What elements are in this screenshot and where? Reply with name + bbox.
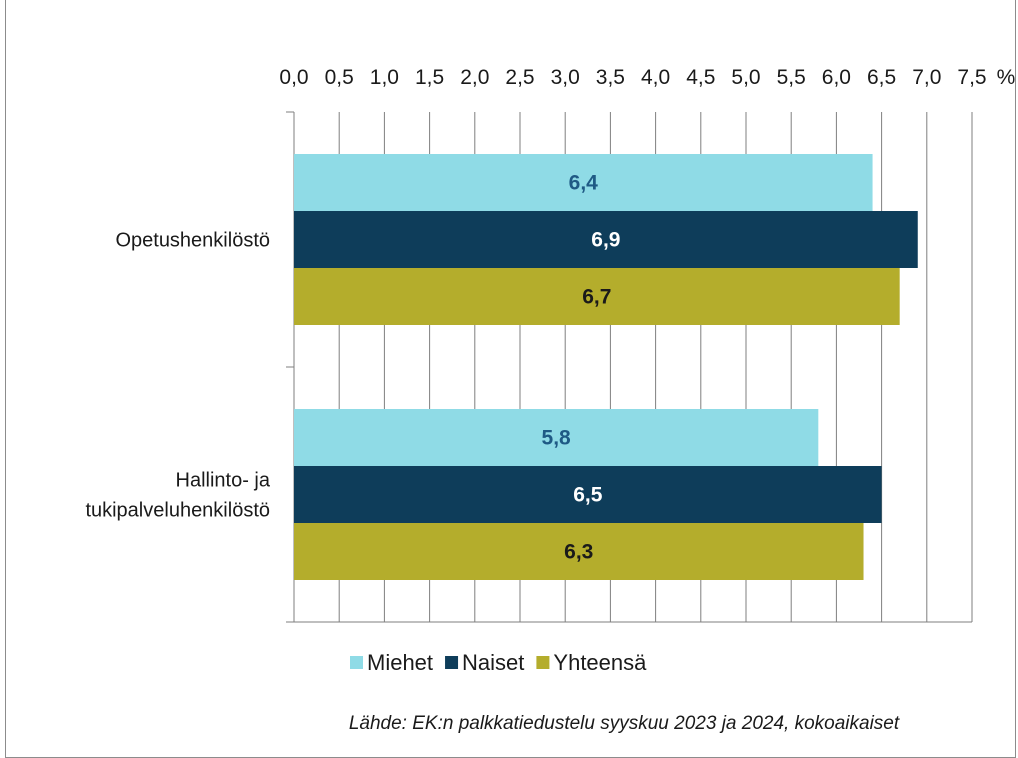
x-tick-label: 2,0 — [460, 66, 489, 89]
data-label: 6,4 — [569, 172, 599, 195]
x-tick-label: 7,0 — [912, 66, 941, 89]
category-label: Opetushenkilöstö — [115, 230, 270, 252]
x-tick-label: 5,5 — [777, 66, 806, 89]
x-tick-label: 4,5 — [686, 66, 715, 89]
x-tick-label: 0,5 — [325, 66, 354, 89]
category-label: tukipalveluhenkilöstö — [85, 500, 270, 522]
bar — [294, 466, 882, 523]
legend-label: Miehet — [367, 650, 433, 675]
bar — [294, 211, 918, 268]
bar — [294, 523, 864, 580]
x-tick-label: 3,0 — [551, 66, 580, 89]
legend-label: Yhteensä — [553, 650, 647, 675]
legend-swatch — [445, 656, 459, 669]
x-tick-label: 7,5 — [957, 66, 986, 89]
x-tick-label: 6,0 — [822, 66, 851, 89]
category-label: Hallinto- ja — [176, 470, 271, 492]
legend-label: Naiset — [462, 650, 524, 675]
data-label: 5,8 — [542, 427, 572, 450]
x-tick-label: 2,5 — [505, 66, 534, 89]
x-tick-label: 5,0 — [731, 66, 760, 89]
legend-swatch — [536, 656, 550, 669]
bar — [294, 268, 900, 325]
x-tick-label: 0,0 — [279, 66, 308, 89]
data-label: 6,9 — [591, 229, 620, 252]
x-axis-unit: % — [997, 66, 1016, 89]
data-label: 6,5 — [573, 484, 603, 507]
source-note: Lähde: EK:n palkkatiedustelu syyskuu 202… — [349, 713, 900, 734]
legend-swatch — [350, 656, 363, 669]
x-tick-label: 1,0 — [370, 66, 399, 89]
x-tick-label: 3,5 — [596, 66, 625, 89]
x-tick-label: 4,0 — [641, 66, 670, 89]
bar — [294, 409, 819, 466]
data-label: 6,3 — [564, 541, 593, 564]
bar — [294, 154, 873, 211]
x-tick-label: 1,5 — [415, 66, 444, 89]
data-label: 6,7 — [582, 286, 611, 309]
x-tick-label: 6,5 — [867, 66, 896, 89]
